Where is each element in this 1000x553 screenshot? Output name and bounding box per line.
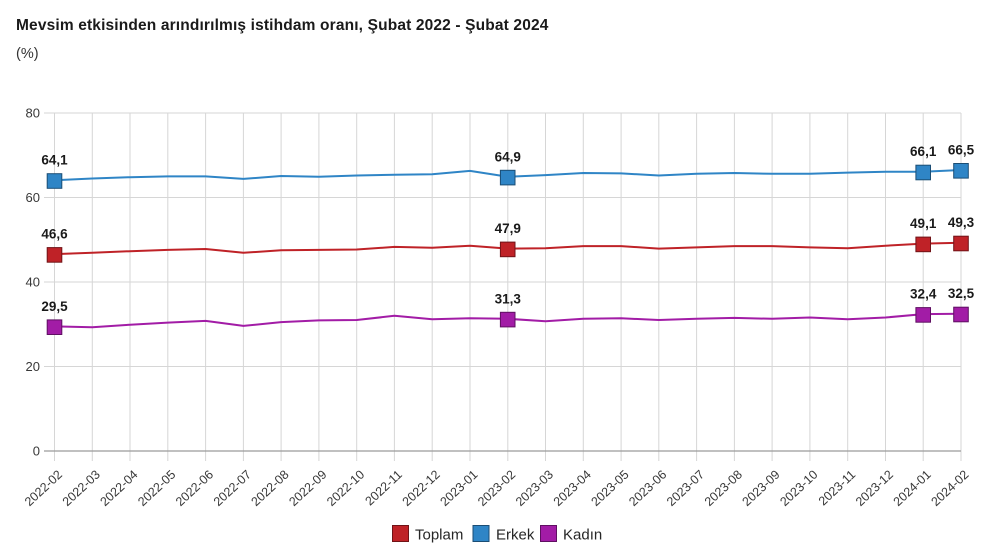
svg-text:20: 20 <box>26 359 40 374</box>
svg-text:0: 0 <box>33 444 40 459</box>
svg-text:80: 80 <box>26 106 40 121</box>
svg-text:Erkek: Erkek <box>496 527 535 544</box>
svg-text:32,5: 32,5 <box>948 286 975 301</box>
svg-text:29,5: 29,5 <box>41 299 68 314</box>
svg-text:31,3: 31,3 <box>495 291 522 306</box>
svg-text:64,1: 64,1 <box>41 153 68 168</box>
svg-text:Kadın: Kadın <box>563 527 602 544</box>
svg-text:32,4: 32,4 <box>910 287 937 302</box>
svg-text:47,9: 47,9 <box>495 221 521 236</box>
svg-text:66,1: 66,1 <box>910 144 937 159</box>
svg-text:Mevsim etkisinden arındırılmış: Mevsim etkisinden arındırılmış istihdam … <box>16 17 549 34</box>
svg-text:49,3: 49,3 <box>948 215 975 230</box>
svg-text:(%): (%) <box>16 46 39 62</box>
svg-text:60: 60 <box>26 190 40 205</box>
svg-text:49,1: 49,1 <box>910 216 937 231</box>
svg-text:40: 40 <box>26 275 40 290</box>
svg-text:64,9: 64,9 <box>495 149 521 164</box>
svg-text:66,5: 66,5 <box>948 143 975 158</box>
svg-text:Toplam: Toplam <box>415 527 463 544</box>
svg-text:46,6: 46,6 <box>41 227 68 242</box>
